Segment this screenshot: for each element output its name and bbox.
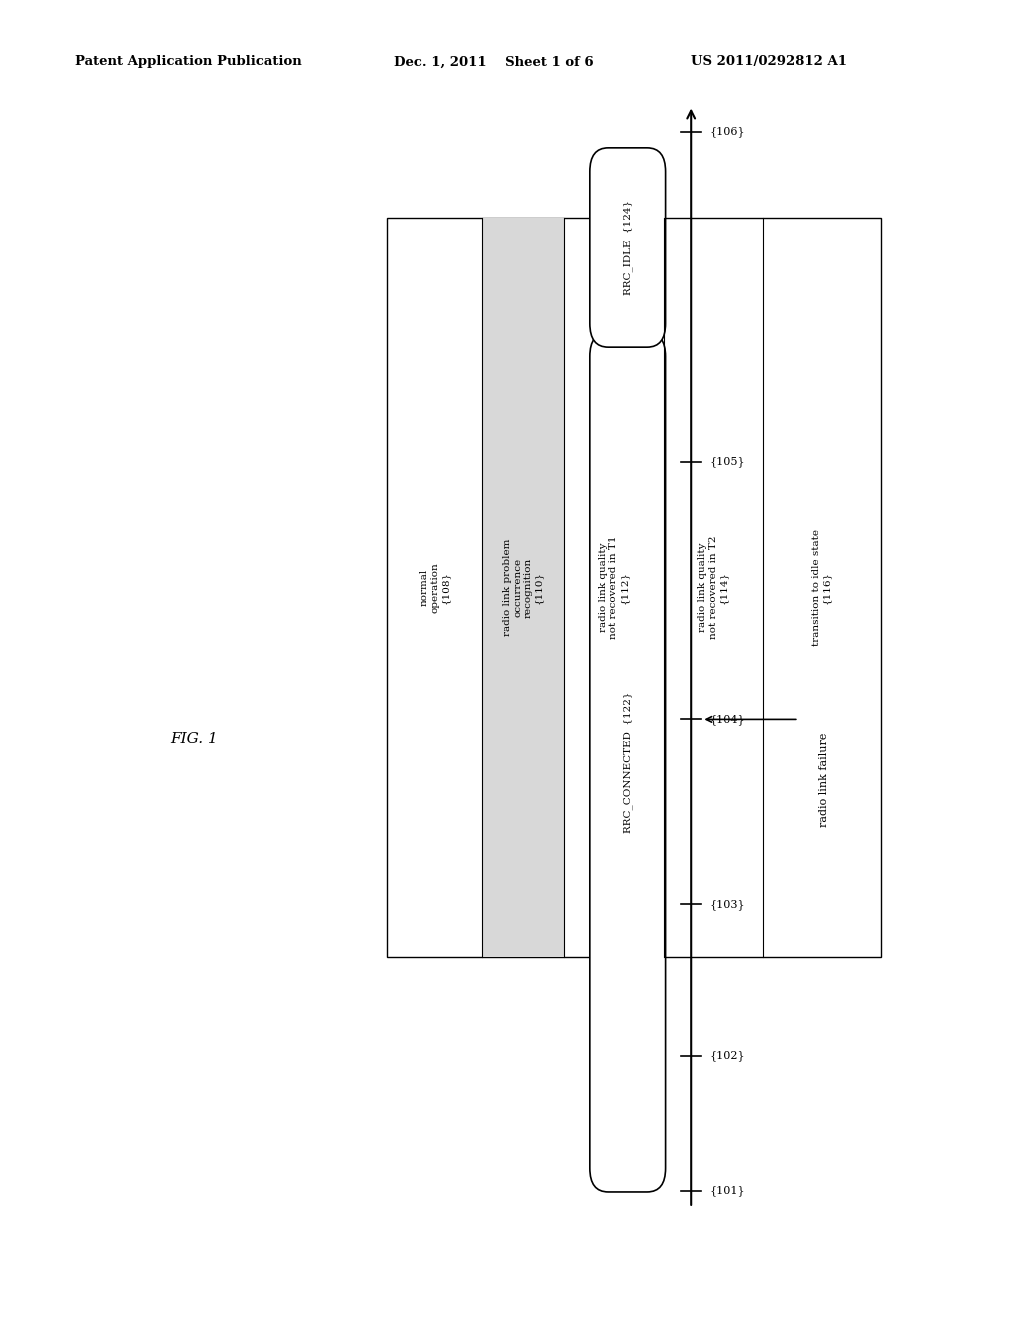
Text: RRC_CONNECTED  {122}: RRC_CONNECTED {122} (623, 692, 633, 833)
Text: radio link quality
not recovered in T2
{114}: radio link quality not recovered in T2 {… (698, 536, 728, 639)
Bar (387, 218, 881, 957)
Text: Dec. 1, 2011    Sheet 1 of 6: Dec. 1, 2011 Sheet 1 of 6 (394, 55, 594, 69)
Text: {101}: {101} (710, 1185, 745, 1196)
Text: Patent Application Publication: Patent Application Publication (75, 55, 301, 69)
Text: radio link problem
occurrence
recognition
{110}: radio link problem occurrence recognitio… (503, 539, 544, 636)
FancyBboxPatch shape (590, 333, 666, 1192)
Text: {104}: {104} (710, 714, 745, 725)
Text: {105}: {105} (710, 457, 745, 467)
Text: FIG. 1: FIG. 1 (171, 733, 218, 746)
Text: US 2011/0292812 A1: US 2011/0292812 A1 (691, 55, 847, 69)
Text: {102}: {102} (710, 1051, 745, 1061)
Bar (482, 218, 564, 957)
Text: transition to idle state
{116}: transition to idle state {116} (812, 529, 831, 645)
Text: RRC_IDLE  {124}: RRC_IDLE {124} (623, 201, 633, 294)
Text: {103}: {103} (710, 899, 745, 909)
Text: radio link failure: radio link failure (819, 733, 829, 826)
Text: radio link quality
not recovered in T1
{112}: radio link quality not recovered in T1 {… (599, 536, 629, 639)
Text: normal
operation
{108}: normal operation {108} (420, 562, 450, 612)
Text: {106}: {106} (710, 127, 745, 137)
FancyBboxPatch shape (590, 148, 666, 347)
